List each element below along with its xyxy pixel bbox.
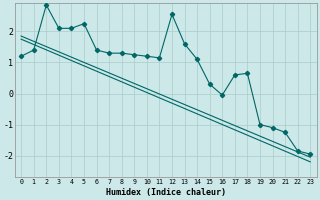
X-axis label: Humidex (Indice chaleur): Humidex (Indice chaleur): [106, 188, 226, 197]
